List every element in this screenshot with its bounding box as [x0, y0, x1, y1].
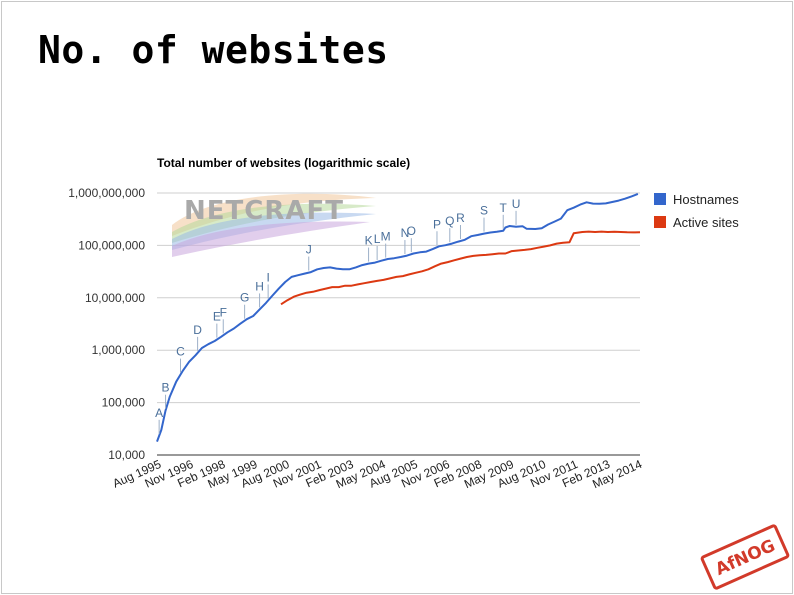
annotation-label: T [500, 201, 508, 215]
annotation-label: E [213, 310, 221, 324]
annotation-label: K [365, 234, 373, 248]
netcraft-logo-text: NETCRAFT [184, 196, 344, 226]
annotation-label: D [193, 323, 202, 337]
annotation-label: F [220, 305, 227, 319]
netcraft-swoosh-blue [172, 212, 376, 250]
y-tick-label: 1,000,000,000 [68, 186, 145, 200]
series-line-hostnames [156, 192, 639, 442]
netcraft-swoosh-orange [172, 193, 376, 236]
annotation-label: N [401, 226, 410, 240]
y-axis: 10,000 100,000 1,000,000 10,000,000 100,000,… [68, 186, 145, 462]
annotation-label: S [480, 204, 488, 218]
annotation-label: Q [445, 214, 454, 228]
afnog-stamp: AfNOG [700, 524, 790, 590]
annotation-label: H [255, 279, 264, 293]
series-line-active-sites [280, 230, 641, 306]
annotation-label: M [381, 230, 391, 244]
legend: Hostnames Active sites [654, 192, 739, 230]
netcraft-swoosh-green [172, 203, 376, 243]
slide-title: No. of websites [38, 28, 389, 72]
afnog-stamp-border [700, 524, 790, 590]
y-tick-label: 100,000,000 [78, 238, 145, 252]
annotation-label: O [407, 224, 416, 238]
y-tick-label: 1,000,000 [92, 343, 146, 357]
legend-label-active-sites: Active sites [673, 215, 739, 230]
annotation-label: G [240, 291, 249, 305]
netcraft-logo: NETCRAFT [172, 193, 376, 257]
annotation-label: A [155, 406, 163, 420]
annotation-label: C [176, 345, 185, 359]
legend-swatch-hostnames [654, 193, 666, 205]
annotation-label: J [306, 243, 312, 257]
annotation-label: U [512, 197, 521, 211]
gridlines [157, 192, 640, 456]
netcraft-swoosh-purple [172, 221, 370, 257]
annotation-label: P [433, 217, 441, 231]
series-lines [156, 192, 641, 442]
annotation-label: R [456, 211, 465, 225]
afnog-stamp-text: AfNOG [712, 536, 778, 580]
annotation-label: B [162, 381, 170, 395]
annotation-label: L [374, 232, 381, 246]
chart-title: Total number of websites (logarithmic sc… [157, 156, 410, 170]
y-tick-label: 10,000,000 [85, 291, 145, 305]
y-tick-label: 10,000 [108, 448, 145, 462]
legend-swatch-active-sites [654, 216, 666, 228]
annotation-label: I [266, 270, 269, 284]
y-tick-label: 100,000 [102, 396, 146, 410]
legend-label-hostnames: Hostnames [673, 192, 739, 207]
